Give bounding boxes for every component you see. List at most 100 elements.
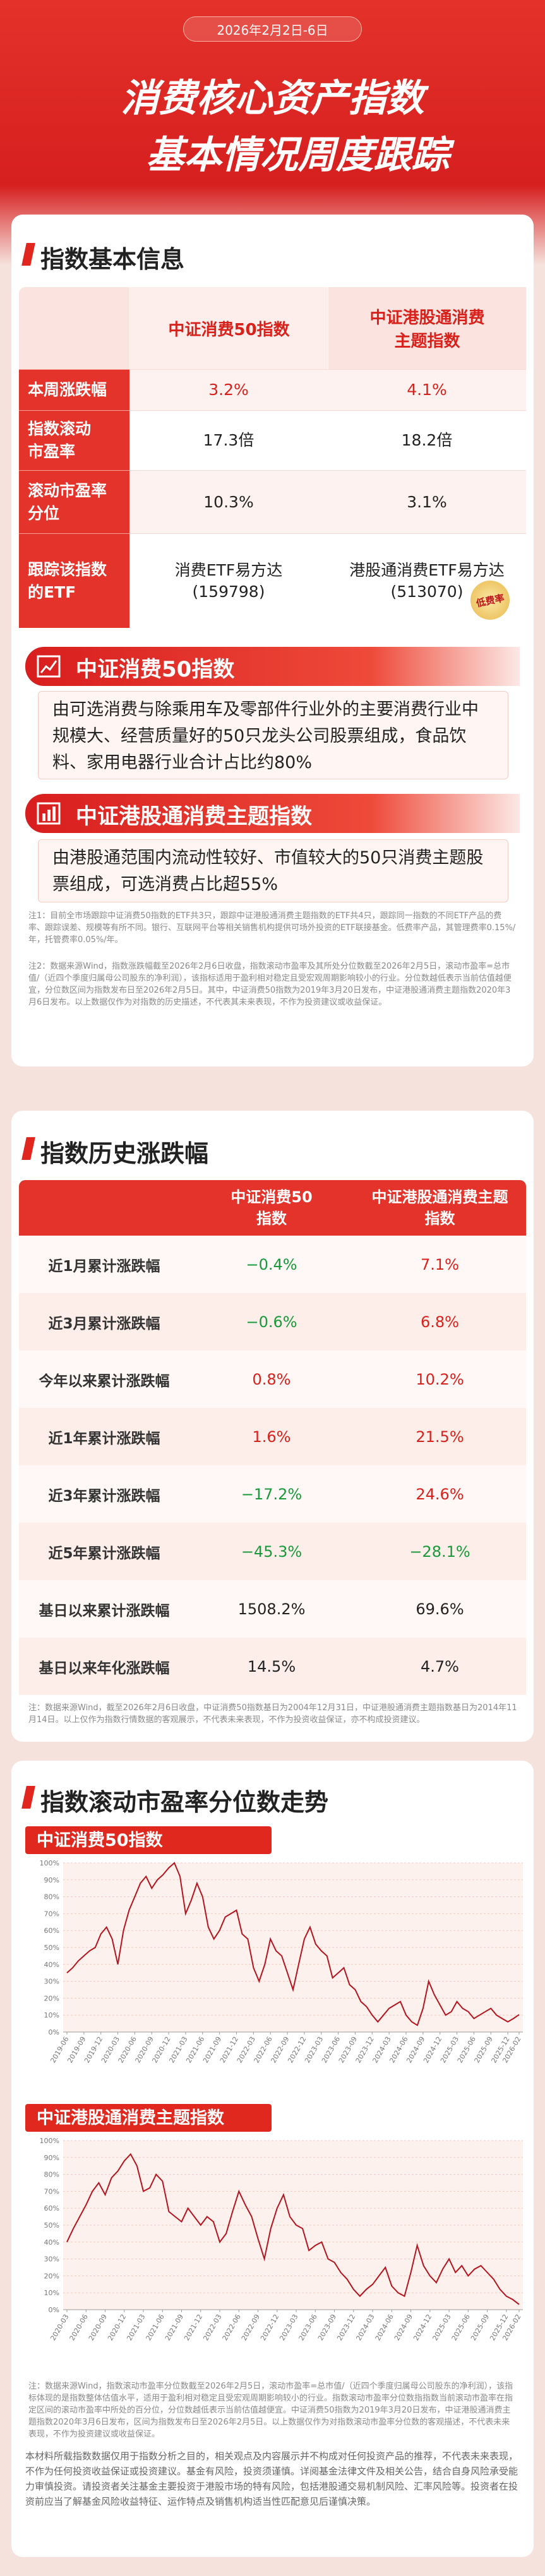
y-tick-label: 70% (44, 2187, 59, 2195)
table-cell: 10.3% (129, 470, 328, 533)
date-pill: 2026年2月2日-6日 (183, 16, 362, 42)
y-tick-label: 10% (44, 2011, 59, 2019)
index-banner: 中证消费50指数 (25, 647, 520, 686)
column-header: 中证港股通消费 主题指数 (328, 287, 526, 369)
row-label: 本周涨跌幅 (19, 369, 129, 410)
table-cell: 3.2% (129, 369, 328, 410)
row-label: 近5年累计涨跌幅 (48, 1545, 160, 1562)
x-tick-label: 2025-03 (431, 2313, 452, 2342)
row-label: 跟踪该指数 的ETF (19, 533, 129, 628)
y-tick-label: 20% (44, 2272, 59, 2280)
x-tick-label: 2025-09 (469, 2313, 491, 2342)
note: 注：数据来源Wind，指数滚动市盈率分位数截至2026年2月5日，滚动市盈率=总… (28, 2382, 513, 2439)
x-tick-label: 2023-06 (297, 2313, 319, 2342)
history-table (0, 0, 545, 1)
table-cell: 1508.2% (237, 1600, 306, 1618)
table-cell: −17.2% (241, 1485, 302, 1503)
x-tick-label: 2021-06 (145, 2313, 166, 2342)
table-row (19, 1580, 526, 1638)
icon (37, 655, 61, 678)
x-tick-label: 2024-12 (412, 2313, 433, 2342)
x-tick-label: 2024-03 (354, 2313, 376, 2342)
section-title: 指数历史涨跌幅 (40, 1140, 209, 1167)
y-tick-label: 20% (44, 1994, 59, 2002)
y-tick-label: 60% (44, 2204, 59, 2213)
table-corner (19, 287, 129, 369)
row-label: 近1年累计涨跌幅 (48, 1430, 160, 1447)
table-cell: 消费ETF易方达 (159798) (129, 533, 328, 628)
x-tick-label: 2022-03 (201, 2313, 223, 2342)
y-tick-label: 10% (44, 2289, 59, 2297)
table-row (19, 1523, 526, 1580)
y-tick-label: 40% (44, 2238, 59, 2247)
x-tick-label: 2021-12 (183, 2313, 204, 2342)
x-tick-label: 2022-06 (221, 2313, 243, 2342)
x-tick-label: 2021-09 (164, 2313, 185, 2342)
chart-banner (25, 2104, 272, 2132)
table-cell: 69.6% (416, 1600, 464, 1618)
disclaimer: 本材料所载指数数据仅用于指数分析之目的，相关观点及内容展示并不构成对任何投资产品… (25, 2450, 518, 2507)
y-tick-label: 80% (44, 1893, 59, 1901)
table-cell: 7.1% (421, 1255, 459, 1273)
row-label: 滚动市盈率 分位 (19, 470, 129, 533)
x-tick-label: 2025-06 (450, 2313, 472, 2342)
table-cell: 4.7% (421, 1657, 459, 1675)
table-cell: 17.3倍 (129, 410, 328, 470)
row-label: 指数滚动 市盈率 (19, 410, 129, 470)
y-tick-label: 0% (49, 2028, 59, 2036)
index-desc: 由可选消费与除乘用车及零部件行业外的主要消费行业中规模大、经营质量好的50只龙头… (38, 691, 508, 779)
y-tick-label: 90% (44, 2154, 59, 2162)
x-tick-label: 2023-09 (316, 2313, 338, 2342)
section-title: 指数滚动市盈率分位数走势 (40, 1788, 329, 1816)
table-row (19, 1293, 526, 1350)
y-tick-label: 60% (44, 1927, 59, 1935)
table-cell: −28.1% (409, 1542, 470, 1561)
table-cell: 21.5% (416, 1427, 464, 1446)
row-label: 近3月累计涨跌幅 (48, 1315, 160, 1332)
y-tick-label: 30% (44, 1978, 59, 1986)
row-label: 今年以来累计涨跌幅 (39, 1373, 170, 1390)
table-cell: 18.2倍 (328, 410, 526, 470)
x-tick-label: 2024-06 (374, 2313, 395, 2342)
column-header: 中证消费50 指数 (231, 1188, 313, 1227)
x-tick-label: 2020-12 (106, 2313, 128, 2342)
note: 注1：目前全市场跟踪中证消费50指数的ETF共3只，跟踪中证港股通消费主题指数的… (28, 911, 516, 945)
table-cell: 3.1% (328, 470, 526, 533)
x-tick-label: 2020-09 (87, 2313, 109, 2342)
title-line: 消费核心资产指数 (121, 76, 424, 121)
table-cell: 1.6% (252, 1427, 291, 1446)
table-cell: 6.8% (421, 1313, 459, 1331)
y-tick-label: 40% (44, 1961, 59, 1969)
index-desc: 由港股通范围内流动性较好、市值较大的50只消费主题股票组成，可选消费占比超55% (38, 839, 508, 902)
chart: 中证港股通消费主题指数 0% 10% 20% 30% 40% 50% 60% 70% 80% 90%… (25, 2104, 523, 2342)
line (66, 1862, 520, 2026)
line (66, 2153, 520, 2305)
y-tick-label: 70% (44, 1910, 59, 1918)
table-cell: 14.5% (247, 1657, 296, 1675)
chart-title: 中证港股通消费主题指数 (37, 2108, 225, 2128)
y-tick-label: 100% (40, 2137, 59, 2145)
x-tick-label: 2022-09 (240, 2313, 261, 2342)
table-cell: −45.3% (241, 1542, 302, 1561)
table-row (19, 1350, 526, 1408)
row-label: 近3年累计涨跌幅 (48, 1487, 160, 1504)
table-cell: 0.8% (252, 1370, 291, 1388)
y-tick-label: 50% (44, 2221, 59, 2230)
row-label: 基日以来累计涨跌幅 (39, 1602, 170, 1619)
table-row (19, 1236, 526, 1293)
column-header: 中证港股通消费主题 指数 (371, 1188, 508, 1227)
table-row (19, 1638, 526, 1695)
index-name: 中证消费50指数 (76, 657, 235, 682)
y-tick-label: 90% (44, 1876, 59, 1884)
y-tick-label: 100% (40, 1859, 59, 1867)
x-tick-label: 2022-12 (259, 2313, 280, 2342)
row-label: 基日以来年化涨跌幅 (39, 1660, 170, 1677)
table-row (19, 1465, 526, 1523)
index-banner: 中证港股通消费主题指数 (25, 794, 520, 833)
x-tick-label: 2021-03 (125, 2313, 147, 2342)
row-label: 近1月累计涨跌幅 (48, 1258, 160, 1275)
table-cell: 24.6% (416, 1485, 464, 1503)
column-header: 中证消费50指数 (129, 287, 328, 369)
section-title: 指数基本信息 (40, 245, 185, 273)
